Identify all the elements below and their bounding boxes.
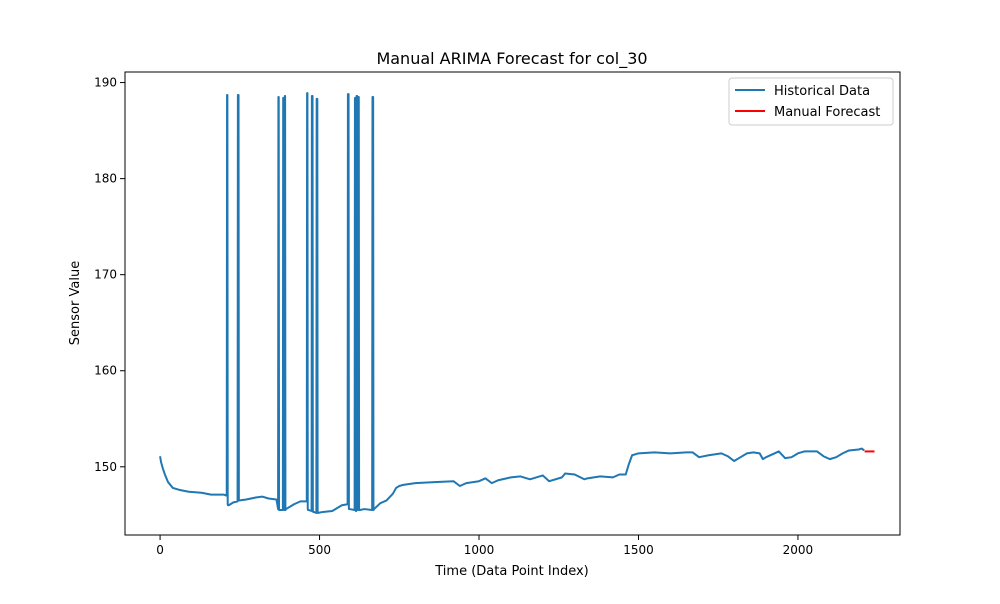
x-axis-ticks: 0 500 1000 1500 2000 bbox=[156, 535, 813, 557]
legend-box bbox=[728, 77, 894, 126]
plot-area-frame bbox=[124, 71, 901, 536]
y-axis-ticks: 150 160 170 180 190 bbox=[94, 76, 125, 474]
y-tick-label: 180 bbox=[94, 172, 117, 186]
x-tick-label: 2000 bbox=[783, 543, 814, 557]
series-line-historical-data bbox=[159, 92, 865, 514]
x-tick-label: 0 bbox=[156, 543, 164, 557]
y-axis-label: Sensor Value bbox=[68, 261, 83, 345]
y-tick-label: 160 bbox=[94, 364, 117, 378]
legend-label-manual-forecast: Manual Forecast bbox=[774, 105, 880, 120]
x-tick-label: 1000 bbox=[464, 543, 495, 557]
x-tick-label: 1500 bbox=[623, 543, 654, 557]
series-layer bbox=[159, 92, 875, 514]
legend: Historical Data Manual Forecast bbox=[728, 77, 894, 126]
y-tick-label: 190 bbox=[94, 76, 117, 90]
y-tick-label: 170 bbox=[94, 268, 117, 282]
y-tick-label: 150 bbox=[94, 460, 117, 474]
chart-title: Manual ARIMA Forecast for col_30 bbox=[376, 49, 647, 69]
x-axis-label: Time (Data Point Index) bbox=[434, 564, 588, 579]
x-tick-label: 500 bbox=[308, 543, 331, 557]
legend-label-historical-data: Historical Data bbox=[774, 84, 870, 99]
